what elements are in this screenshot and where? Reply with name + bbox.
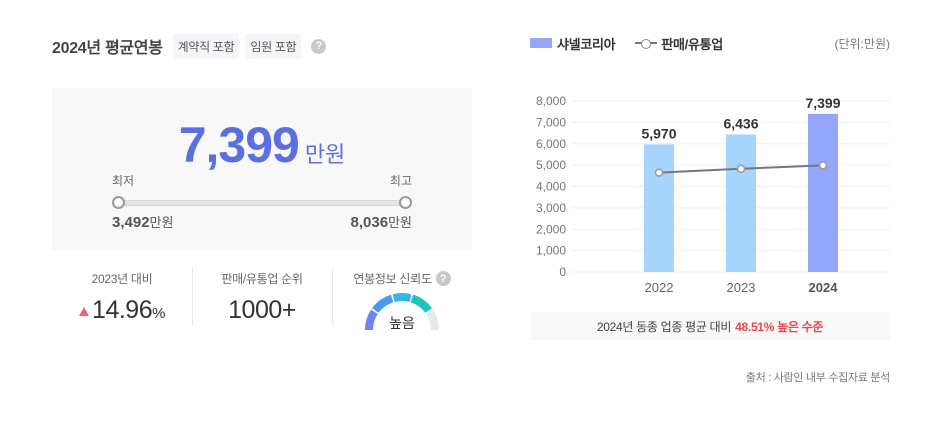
max-salary: 8,036만원 (351, 212, 412, 231)
average-salary-panel: 7,399 만원 최저 최고 3,492만원 8,036만원 (52, 88, 472, 250)
stats-row: 2023년 대비 14.96% 판매/유통업 순위 1000+ 연봉정보 신뢰도… (52, 262, 472, 331)
min-salary: 3,492만원 (112, 212, 173, 231)
svg-text:6,436: 6,436 (723, 115, 758, 131)
svg-text:7,399: 7,399 (805, 95, 840, 111)
svg-text:5,000: 5,000 (536, 158, 566, 172)
line-point-marker-icon (818, 161, 828, 170)
legend-industry: 판매/유통업 (661, 36, 723, 52)
industry-comparison: 2024년 동종 업종 평균 대비 48.51% 높은 수준 (530, 312, 890, 340)
chart-legend: 샤넬코리아 판매/유통업 (530, 34, 723, 52)
reliability-stat: 연봉정보 신뢰도 ? 높음 (332, 262, 472, 331)
reliability-value: 높음 (389, 315, 415, 331)
svg-text:0: 0 (559, 265, 566, 279)
yoy-change-stat: 2023년 대비 14.96% (52, 262, 192, 328)
page-title: 2024년 평균연봉 (52, 40, 163, 57)
max-label: 최고 (389, 174, 412, 188)
line-point-marker-icon (736, 164, 746, 174)
salary-range-bar (118, 200, 406, 206)
gauge-arc-icon (365, 293, 439, 330)
min-salary-unit: 만원 (149, 215, 174, 230)
average-salary-unit: 만원 (304, 142, 346, 167)
svg-text:2024: 2024 (809, 280, 839, 295)
comparison-text: 2024년 동종 업종 평균 대비 (596, 319, 732, 334)
max-salary-unit: 만원 (388, 215, 412, 230)
comparison-highlight: 48.51% 높은 수준 (735, 319, 824, 334)
data-source: 출처 : 사람인 내부 수집자료 분석 (745, 372, 891, 384)
yoy-change-value: 14.96% (52, 296, 192, 325)
line-point-marker-icon (654, 168, 664, 177)
reliability-gauge: 높음 (365, 293, 439, 331)
svg-text:7,000: 7,000 (536, 115, 566, 129)
industry-rank-value: 1000+ (228, 296, 296, 324)
min-label: 최저 (112, 174, 135, 188)
bar-2024 (808, 113, 838, 272)
chart-canvas: 0 1,000 2,000 3,000 4,000 5,000 6,000 7,000 8,00… (536, 94, 890, 295)
bar-2023 (726, 134, 756, 272)
svg-text:2022: 2022 (645, 280, 674, 295)
svg-text:2,000: 2,000 (536, 222, 566, 236)
reliability-label-row: 연봉정보 신뢰도 ? (332, 270, 472, 287)
question-circle-icon[interactable]: ? (435, 271, 451, 286)
svg-text:4,000: 4,000 (536, 180, 566, 194)
svg-text:3,000: 3,000 (536, 201, 566, 215)
min-marker-icon (112, 196, 125, 209)
reliability-label: 연봉정보 신뢰도 (353, 272, 432, 286)
executive-included-badge: 임원 포함 (245, 33, 302, 59)
legend-company: 샤넬코리아 (557, 36, 616, 52)
average-salary-value: 7,399 (178, 117, 300, 173)
svg-text:1,000: 1,000 (536, 244, 566, 258)
max-salary-value: 8,036 (350, 214, 389, 231)
question-circle-icon[interactable]: ? (311, 38, 327, 54)
average-salary: 7,399 만원 (52, 116, 472, 174)
yoy-change-label: 2023년 대비 (91, 272, 153, 286)
svg-text:8,000: 8,000 (536, 94, 566, 108)
salary-header: 2024년 평균연봉 계약직 포함 임원 포함 ? (52, 33, 327, 59)
bar-legend-swatch-icon (530, 38, 552, 48)
salary-trend-chart: 0 1,000 2,000 3,000 4,000 5,000 6,000 7,000 8,00… (520, 88, 900, 298)
contract-included-badge: 계약직 포함 (172, 33, 240, 59)
industry-rank-stat: 판매/유통업 순위 1000+ (192, 262, 332, 328)
max-marker-icon (399, 196, 412, 209)
chart-unit-label: (단위:만원) (834, 37, 891, 51)
line-legend-marker-icon (635, 38, 658, 49)
min-salary-value: 3,492 (112, 214, 150, 231)
bar-2022 (644, 144, 674, 272)
svg-text:6,000: 6,000 (536, 137, 566, 151)
svg-text:2023: 2023 (727, 280, 756, 295)
trend-up-icon (79, 307, 90, 316)
industry-rank-label: 판매/유통업 순위 (221, 272, 303, 286)
svg-text:5,970: 5,970 (641, 125, 676, 141)
